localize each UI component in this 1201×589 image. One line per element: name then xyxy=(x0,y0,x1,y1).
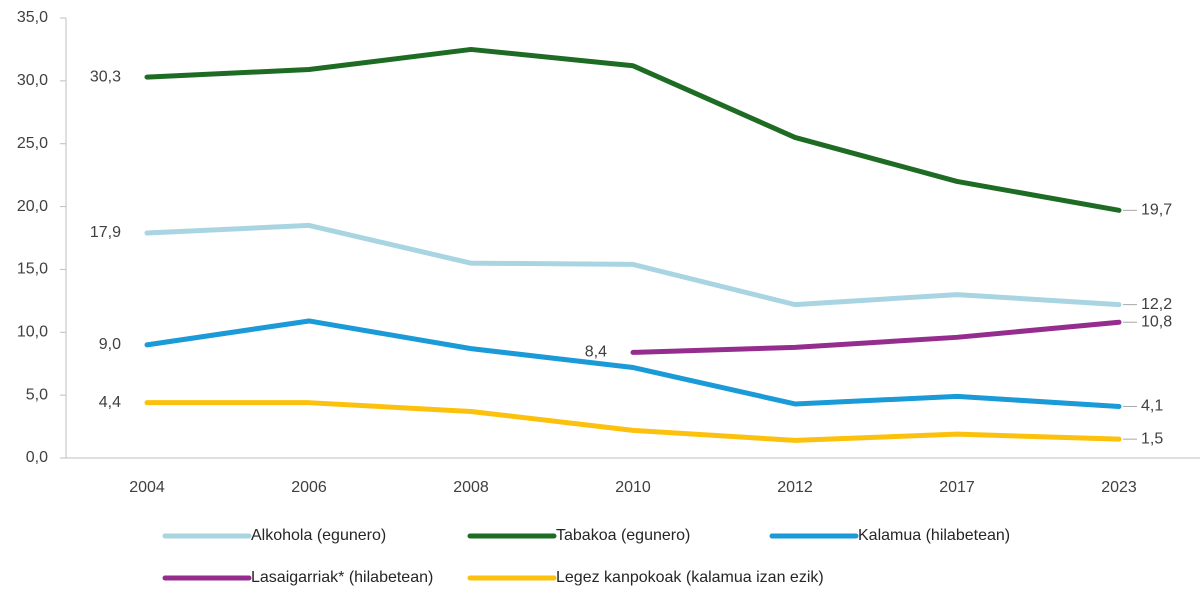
series-line xyxy=(144,400,1122,443)
data-label: 10,8 xyxy=(1141,313,1172,330)
data-label: 4,4 xyxy=(99,394,121,411)
data-label: 30,3 xyxy=(90,68,121,85)
x-tick-label: 2004 xyxy=(129,479,165,496)
series-line xyxy=(144,318,1122,409)
legend-label: Tabakoa (egunero) xyxy=(556,527,690,544)
data-label: 4,1 xyxy=(1141,398,1163,415)
legend-label: Kalamua (hilabetean) xyxy=(858,527,1010,544)
x-tick-label: 2017 xyxy=(939,479,975,496)
y-tick-label: 20,0 xyxy=(17,198,48,215)
x-tick-label: 2012 xyxy=(777,479,813,496)
legend-label: Legez kanpokoak (kalamua izan ezik) xyxy=(556,569,824,586)
x-tick-label: 2008 xyxy=(453,479,489,496)
data-label: 12,2 xyxy=(1141,296,1172,313)
series-line xyxy=(144,46,1122,213)
data-label: 8,4 xyxy=(585,344,607,361)
y-tick-label: 30,0 xyxy=(17,72,48,89)
data-label: 19,7 xyxy=(1141,202,1172,219)
series-line xyxy=(144,222,1122,308)
y-tick-label: 0,0 xyxy=(26,449,48,466)
data-label: 9,0 xyxy=(99,336,121,353)
y-tick-label: 5,0 xyxy=(26,386,48,403)
x-tick-label: 2006 xyxy=(291,479,327,496)
x-tick-label: 2010 xyxy=(615,479,651,496)
legend-label: Lasaigarriak* (hilabetean) xyxy=(251,569,433,586)
series-line xyxy=(630,319,1122,355)
legend-label: Alkohola (egunero) xyxy=(251,527,386,544)
legend: Alkohola (egunero) Tabakoa (egunero) Kalam… xyxy=(162,527,1010,586)
x-tick-label: 2023 xyxy=(1101,479,1137,496)
data-label: 17,9 xyxy=(90,224,121,241)
data-label: 1,5 xyxy=(1141,430,1163,447)
y-tick-label: 25,0 xyxy=(17,135,48,152)
y-tick-label: 15,0 xyxy=(17,261,48,278)
y-tick-label: 10,0 xyxy=(17,324,48,341)
y-tick-label: 35,0 xyxy=(17,9,48,26)
